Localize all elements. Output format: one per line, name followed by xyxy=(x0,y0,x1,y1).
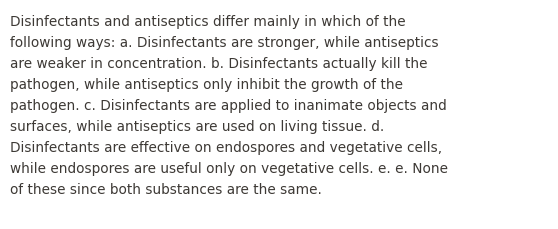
Text: while endospores are useful only on vegetative cells. e. e. None: while endospores are useful only on vege… xyxy=(10,161,448,175)
Text: following ways: a. Disinfectants are stronger, while antiseptics: following ways: a. Disinfectants are str… xyxy=(10,36,439,50)
Text: of these since both substances are the same.: of these since both substances are the s… xyxy=(10,182,322,196)
Text: pathogen, while antiseptics only inhibit the growth of the: pathogen, while antiseptics only inhibit… xyxy=(10,78,403,92)
Text: Disinfectants are effective on endospores and vegetative cells,: Disinfectants are effective on endospore… xyxy=(10,140,442,154)
Text: are weaker in concentration. b. Disinfectants actually kill the: are weaker in concentration. b. Disinfec… xyxy=(10,57,427,71)
Text: surfaces, while antiseptics are used on living tissue. d.: surfaces, while antiseptics are used on … xyxy=(10,120,384,134)
Text: pathogen. c. Disinfectants are applied to inanimate objects and: pathogen. c. Disinfectants are applied t… xyxy=(10,98,447,112)
Text: Disinfectants and antiseptics differ mainly in which of the: Disinfectants and antiseptics differ mai… xyxy=(10,15,406,29)
